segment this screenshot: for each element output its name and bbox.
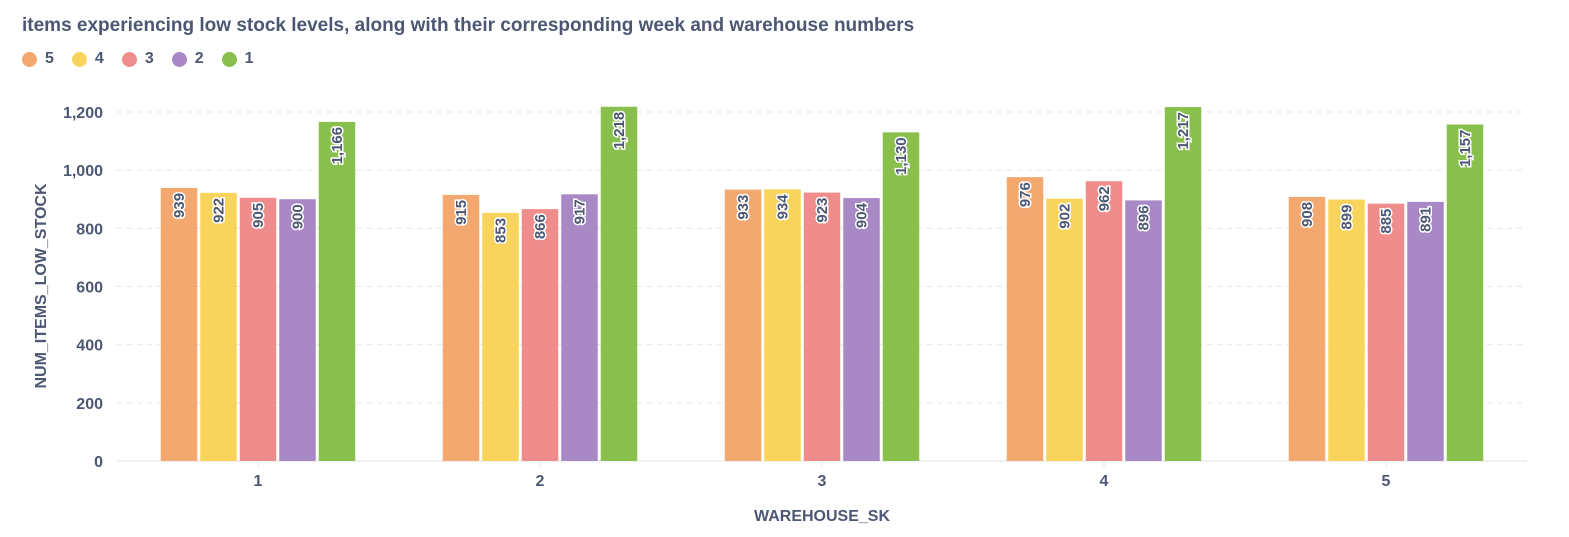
- data-label: 917: [572, 199, 589, 224]
- data-label: 904: [854, 202, 871, 228]
- bar[interactable]: [1006, 177, 1044, 461]
- data-label: 885: [1378, 209, 1395, 234]
- bars: 939 922 905 900 1,166 915 853 866 917 1,218 933 934…: [160, 106, 1484, 462]
- data-label: 899: [1339, 205, 1356, 230]
- data-label: 1,166: [329, 127, 346, 165]
- data-label: 853: [493, 218, 510, 243]
- legend-dot-4: [71, 51, 87, 67]
- x-tick-label: 1: [254, 473, 263, 490]
- y-axis-title: NUM_ITEMS_LOW_STOCK: [33, 183, 50, 389]
- data-label: 908: [1299, 202, 1316, 227]
- data-label: 1,217: [1175, 112, 1192, 150]
- bar[interactable]: [1407, 201, 1444, 461]
- data-label: 915: [453, 200, 470, 225]
- x-tick-label: 5: [1382, 473, 1391, 490]
- bar[interactable]: [561, 194, 598, 461]
- data-label: 1,218: [611, 112, 628, 150]
- y-tick-label: 400: [76, 338, 103, 355]
- data-label: 1,130: [893, 137, 910, 175]
- bar[interactable]: [160, 187, 198, 461]
- x-tick-label: 2: [536, 473, 545, 490]
- legend-item-4[interactable]: 4: [71, 50, 104, 68]
- y-tick-label: 1,200: [63, 105, 103, 122]
- bar[interactable]: [521, 209, 559, 461]
- data-label: 922: [211, 198, 228, 223]
- legend: 5 4 3 2 1: [22, 50, 272, 68]
- chart-title: items experiencing low stock levels, alo…: [22, 15, 915, 36]
- bar[interactable]: [200, 192, 237, 461]
- bar[interactable]: [239, 197, 277, 461]
- y-tick-label: 200: [76, 396, 103, 413]
- legend-item-3[interactable]: 3: [121, 50, 154, 68]
- bar[interactable]: [1125, 200, 1162, 461]
- bar[interactable]: [764, 189, 801, 461]
- legend-dot-2: [171, 51, 187, 67]
- data-label: 923: [814, 198, 831, 223]
- bar[interactable]: [1164, 107, 1202, 461]
- data-label: 934: [775, 194, 792, 220]
- y-tick-label: 0: [94, 454, 103, 471]
- x-tick-label: 3: [818, 473, 827, 490]
- bar[interactable]: [1446, 124, 1484, 462]
- y-tick-label: 1,000: [63, 163, 103, 180]
- bar[interactable]: [724, 189, 762, 461]
- bar[interactable]: [1328, 199, 1365, 461]
- legend-item-1[interactable]: 1: [221, 50, 254, 68]
- data-label: 866: [532, 214, 549, 239]
- legend-dot-5: [22, 51, 37, 67]
- data-label: 905: [250, 203, 267, 228]
- data-label: 933: [735, 195, 752, 220]
- legend-dot-1: [221, 51, 237, 67]
- bar[interactable]: [803, 192, 841, 461]
- legend-dot-3: [121, 51, 137, 67]
- bar[interactable]: [482, 212, 519, 461]
- bar[interactable]: [442, 194, 480, 461]
- y-tick-label: 800: [76, 221, 103, 238]
- legend-label-5: 5: [45, 50, 54, 67]
- bar[interactable]: [318, 121, 356, 461]
- data-label: 896: [1136, 205, 1153, 230]
- bar[interactable]: [279, 199, 316, 461]
- bar[interactable]: [1367, 203, 1405, 462]
- data-label: 900: [290, 204, 307, 229]
- bar[interactable]: [1288, 196, 1326, 461]
- x-axis-title: WAREHOUSE_SK: [754, 508, 890, 525]
- data-label: 939: [171, 193, 188, 218]
- legend-label-4: 4: [94, 50, 104, 67]
- y-axis-ticks: 0 200 400 600 800 1,000 1,200: [63, 105, 103, 471]
- legend-label-1: 1: [244, 50, 254, 67]
- data-label: 902: [1057, 204, 1074, 229]
- bar[interactable]: [882, 132, 920, 461]
- data-label: 962: [1096, 186, 1113, 211]
- legend-label-3: 3: [144, 50, 154, 67]
- data-label: 1,157: [1457, 130, 1474, 168]
- data-label: 976: [1017, 182, 1034, 207]
- bar[interactable]: [1085, 181, 1123, 462]
- bar[interactable]: [600, 106, 638, 461]
- y-tick-label: 600: [76, 280, 103, 297]
- legend-item-2[interactable]: 2: [171, 50, 204, 68]
- x-tick-label: 4: [1100, 473, 1109, 490]
- bar[interactable]: [1046, 198, 1083, 461]
- data-label: 891: [1418, 207, 1435, 232]
- bar[interactable]: [843, 198, 880, 461]
- x-axis-ticks: 1 2 3 4 5: [254, 461, 1391, 490]
- legend-label-2: 2: [194, 50, 204, 67]
- legend-item-5[interactable]: 5: [22, 50, 54, 68]
